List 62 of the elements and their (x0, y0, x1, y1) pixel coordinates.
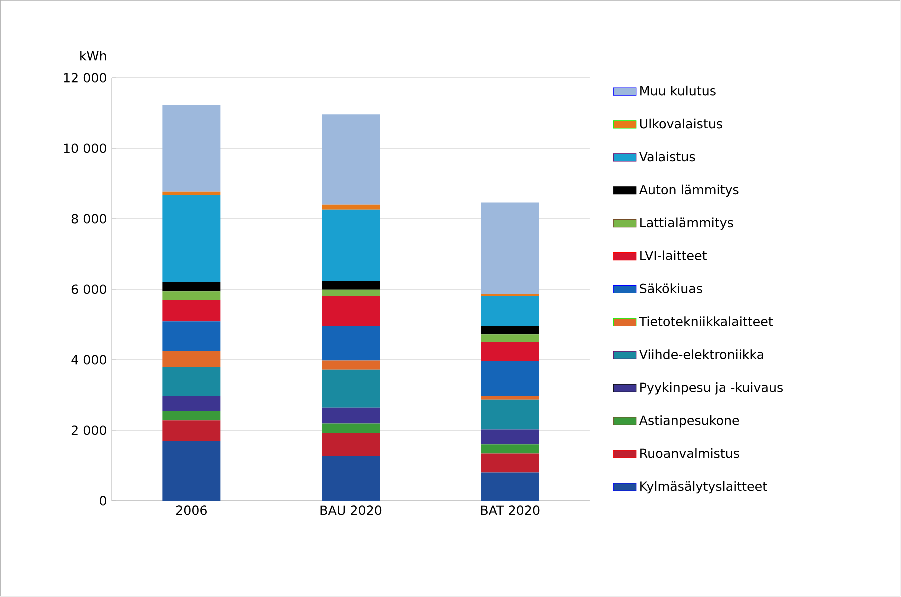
bar (481, 454, 540, 473)
bar (481, 444, 540, 454)
bar (481, 202, 540, 294)
bar (481, 472, 540, 501)
y-tick-label: 2 000 (72, 426, 106, 436)
legend-label: Pyykinpesu ja -kuivaus (640, 382, 784, 395)
x-tick-label: BAU 2020 (320, 506, 382, 516)
legend-label: Kylmäsälytyslaitteet (640, 481, 768, 494)
bar (162, 367, 221, 396)
bar (322, 114, 380, 205)
bar (481, 334, 540, 342)
bar (322, 456, 380, 501)
bar (481, 400, 540, 430)
legend-label: Valaistus (639, 152, 696, 162)
bar (481, 326, 540, 335)
bar (481, 361, 540, 396)
bar (162, 292, 221, 300)
bar (322, 424, 380, 433)
bar (162, 420, 221, 442)
bar (162, 192, 221, 196)
bar (162, 300, 221, 322)
bar (322, 290, 380, 297)
y-tick-label: 10 000 (64, 144, 106, 154)
bar (481, 430, 540, 445)
bar (322, 432, 380, 456)
bar (162, 411, 221, 421)
x-tick-label: 2006 (176, 506, 207, 516)
bar (322, 370, 380, 408)
y-tick-label: 6 000 (72, 284, 106, 294)
bar (162, 105, 221, 192)
legend-label: LVI-laitteet (640, 250, 707, 261)
y-tick-label: 4 000 (72, 355, 106, 365)
bar (162, 441, 221, 501)
legend-label: Astianpesukone (639, 416, 740, 428)
legend-label: Tietotekniikkalaitteet (639, 316, 774, 326)
legend-label: Säkökiuas (640, 284, 702, 294)
legend-label: Lattialämmitys (640, 218, 734, 230)
x-tick-label: BAT 2020 (481, 506, 540, 516)
legend-label: Ulkovalaistus (640, 118, 722, 129)
legend-label: Auton lämmitys (639, 184, 739, 198)
y-tick-label: 8 000 (72, 214, 106, 224)
bar (322, 296, 380, 326)
legend-label: Viihde-elektroniikka (639, 350, 764, 360)
y-axis-title: kWh (80, 50, 106, 61)
bar (481, 342, 540, 362)
bar (162, 396, 221, 412)
legend-label: Muu kulutus (640, 86, 716, 96)
bar (162, 352, 221, 368)
bar (162, 282, 221, 292)
bar (322, 360, 380, 370)
y-tick-label: 0 (100, 496, 106, 506)
bar (162, 322, 221, 352)
bar (322, 408, 380, 424)
bar (322, 281, 380, 290)
bar (322, 204, 380, 210)
legend-label: Ruoanvalmistus (640, 448, 740, 458)
y-tick-label: 12 000 (64, 73, 106, 83)
bar (481, 396, 540, 400)
bar (481, 296, 540, 326)
bar (322, 210, 380, 282)
bar (162, 195, 221, 282)
bar (322, 326, 380, 361)
